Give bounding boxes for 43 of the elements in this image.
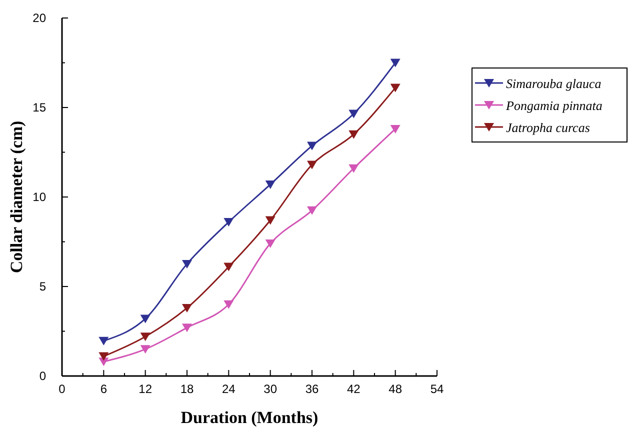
legend-label: Pongamia pinnata — [505, 98, 603, 113]
point — [265, 180, 276, 189]
point — [182, 324, 192, 332]
point — [348, 164, 359, 173]
point — [390, 124, 400, 134]
y-tick-label: 15 — [32, 100, 46, 114]
point — [140, 314, 150, 324]
x-tick-label: 0 — [58, 382, 66, 396]
x-tick-label: 54 — [430, 382, 444, 396]
legend-label: Jatropha curcas — [506, 120, 590, 135]
point — [224, 218, 234, 227]
point — [140, 332, 150, 342]
x-axis-title: Duration (Months) — [180, 408, 318, 427]
x-tick-label: 42 — [346, 382, 361, 396]
y-axis-title: Collar diameter (cm) — [7, 120, 26, 274]
point — [182, 260, 192, 268]
point — [98, 352, 109, 361]
point — [140, 345, 150, 354]
point — [265, 216, 276, 225]
x-tick-label: 12 — [138, 382, 152, 396]
x-tick-label: 18 — [180, 382, 194, 396]
point — [348, 110, 359, 118]
y-tick-label: 20 — [32, 11, 46, 25]
x-tick-label: 48 — [388, 382, 402, 396]
point — [390, 84, 400, 92]
x-tick-label: 24 — [222, 382, 236, 396]
point — [182, 304, 192, 312]
y-tick-label: 0 — [39, 369, 46, 383]
x-tick-label: 6 — [100, 382, 108, 396]
point — [224, 300, 234, 309]
x-tick-label: 30 — [264, 382, 278, 396]
point — [390, 58, 400, 68]
point — [98, 336, 109, 346]
point — [265, 240, 276, 248]
point — [307, 160, 317, 170]
legend-label: Simarouba glauca — [506, 76, 602, 91]
point — [307, 142, 317, 150]
point — [348, 130, 359, 139]
point — [224, 262, 234, 272]
y-tick-label: 10 — [32, 190, 46, 204]
point — [307, 206, 317, 215]
x-tick-label: 36 — [305, 382, 319, 396]
y-tick-label: 5 — [39, 280, 46, 294]
